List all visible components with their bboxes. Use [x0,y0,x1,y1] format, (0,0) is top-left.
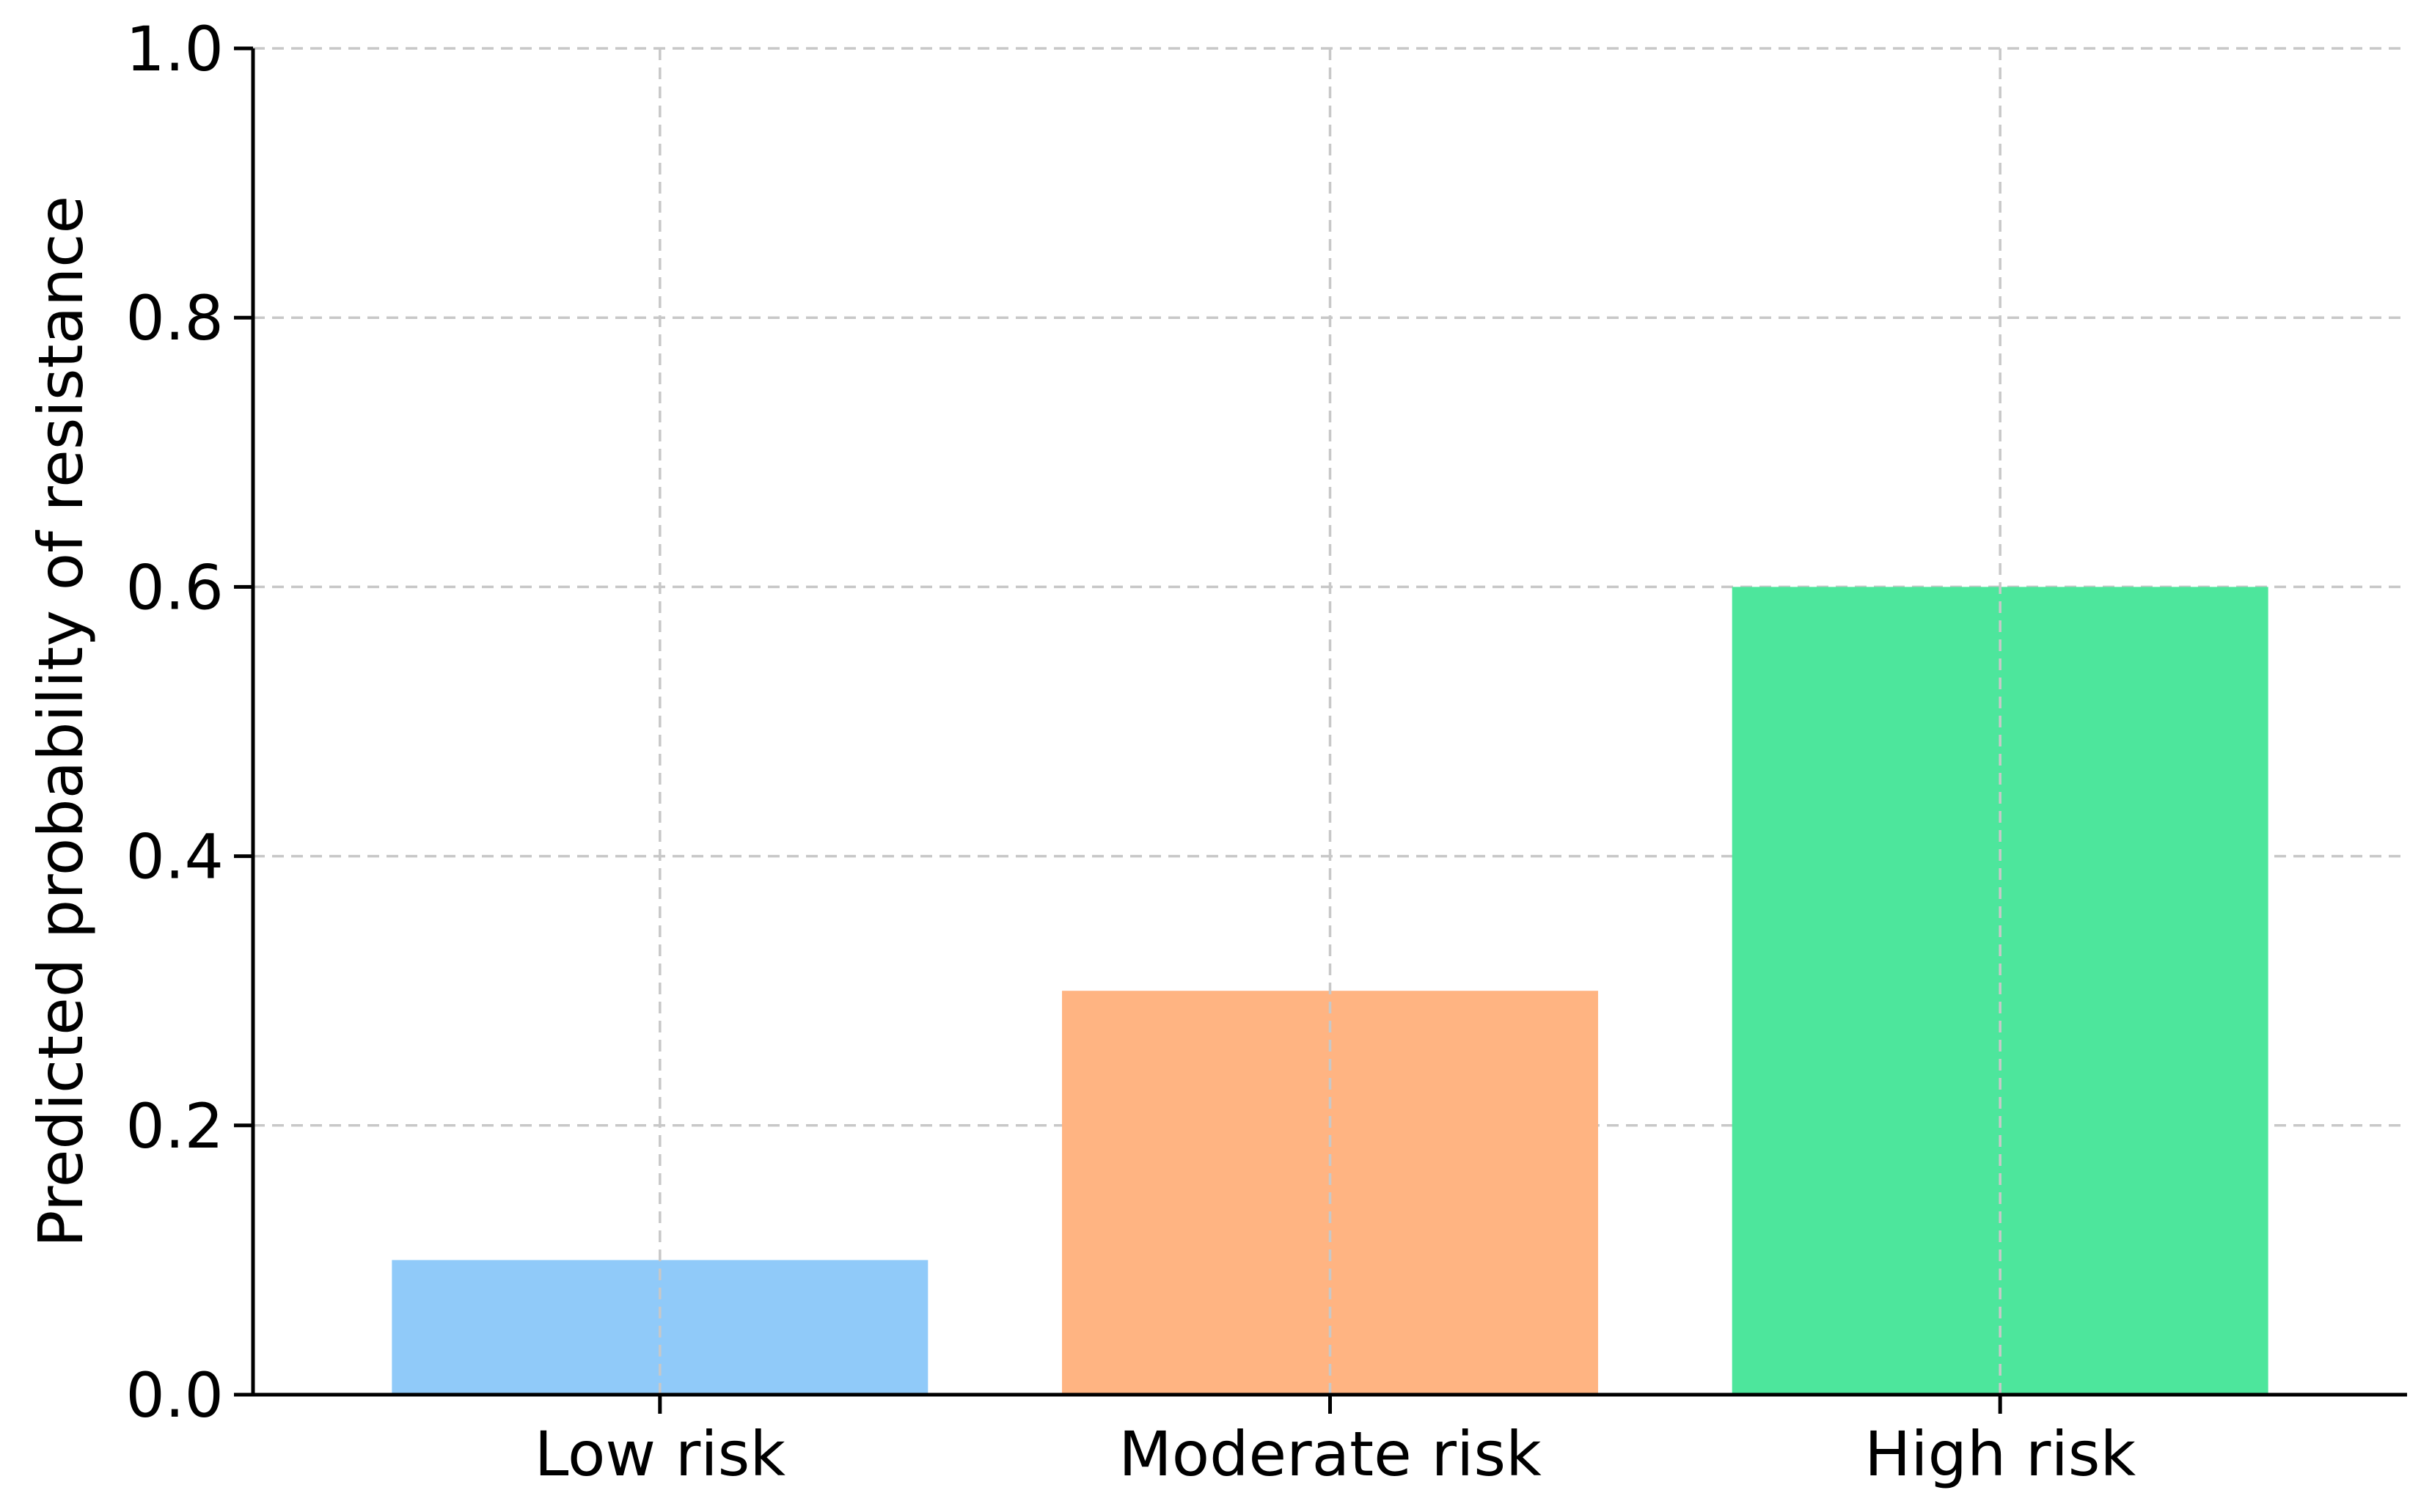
ticks: 0.0 0.2 0.4 0.6 0.8 1.0 Low risk Moderate risk H… [125,13,2136,1490]
y-tick-label: 1.0 [125,13,224,85]
y-tick-label: 0.0 [125,1359,224,1431]
y-tick-label: 0.4 [125,821,224,893]
x-tick-label: Moderate risk [1118,1418,1542,1490]
y-tick-label: 0.6 [125,551,224,623]
y-axis-label: Predicted probability of resistance [25,196,97,1247]
x-tick-label: Low risk [535,1418,786,1490]
y-tick-label: 0.2 [125,1090,224,1162]
bars [392,48,2268,1395]
y-tick-label: 0.8 [125,282,224,354]
x-tick-label: High risk [1864,1418,2136,1490]
